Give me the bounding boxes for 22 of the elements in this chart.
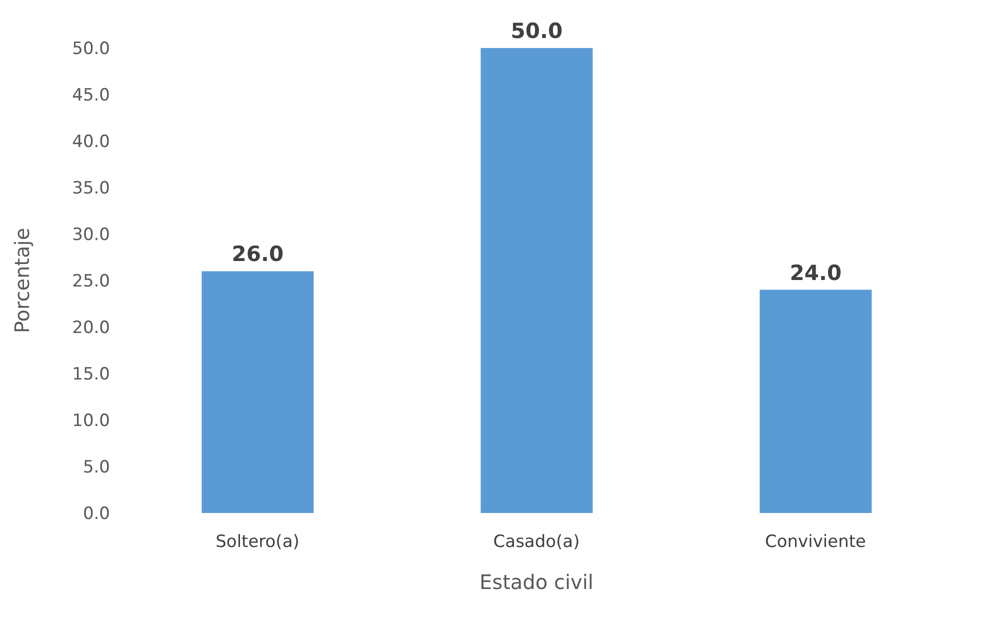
y-axis-title: Porcentaje [10,228,34,334]
x-axis-title: Estado civil [480,570,594,594]
y-tick-label: 0.0 [82,504,110,524]
x-tick-label: Conviviente [765,532,866,552]
bar [202,271,314,513]
bar [480,48,593,513]
data-label: 26.0 [232,242,284,266]
y-tick-label: 10.0 [72,411,110,432]
data-label: 50.0 [510,19,563,43]
bar [760,290,872,513]
x-tick-label: Casado(a) [493,532,580,552]
data-label: 24.0 [790,260,842,285]
y-tick-label: 45.0 [72,86,110,106]
x-tick-label: Soltero(a) [216,532,300,552]
y-tick-label: 20.0 [72,318,110,338]
y-tick-label: 15.0 [72,364,110,385]
y-tick-label: 5.0 [82,458,110,478]
y-tick-label: 40.0 [72,132,110,152]
y-tick-label: 30.0 [72,225,110,246]
y-tick-label: 50.0 [72,39,110,60]
y-tick-label: 35.0 [72,178,110,199]
y-tick-label: 25.0 [72,272,110,292]
